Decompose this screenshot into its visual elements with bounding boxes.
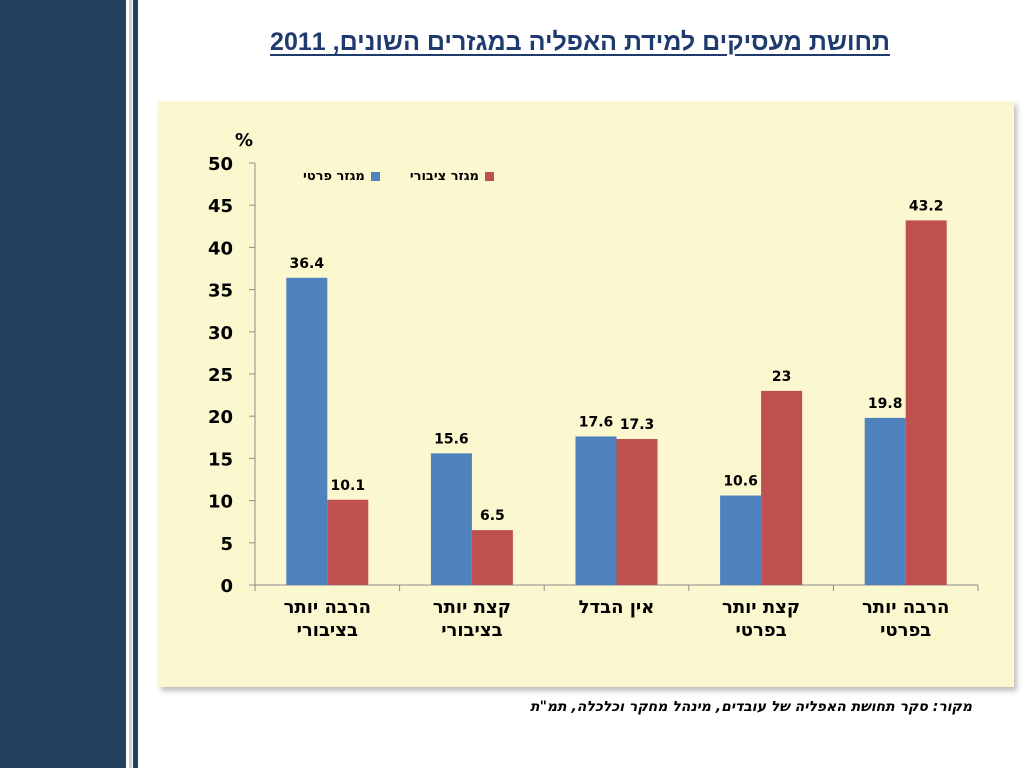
bar <box>761 390 803 585</box>
y-tick-label: 0 <box>220 576 233 597</box>
source-note: מקור: סקר תחושת האפליה של עובדים, מינהל … <box>530 699 972 715</box>
category-label: קצת יותר <box>722 597 800 618</box>
y-tick-label: 30 <box>208 323 233 344</box>
legend-item-public: מגזר ציבורי <box>410 169 494 184</box>
data-label: 17.3 <box>620 417 655 433</box>
category-label: בציבורי <box>441 620 502 641</box>
category-label: בפרטי <box>736 620 787 641</box>
y-tick-label: 25 <box>208 365 233 386</box>
bar <box>720 495 762 585</box>
legend-label-private: מגזר פרטי <box>303 168 365 184</box>
category-label: הרבה יותר <box>862 597 949 618</box>
bar <box>430 453 472 585</box>
bar <box>327 499 369 585</box>
y-tick-label: 10 <box>208 492 233 513</box>
side-divider <box>133 0 138 768</box>
legend-item-private: מגזר פרטי <box>303 169 380 184</box>
category-label: בפרטי <box>880 620 931 641</box>
category-label: בציבורי <box>297 620 358 641</box>
bar <box>905 220 947 585</box>
category-label: קצת יותר <box>433 597 511 618</box>
legend-label-public: מגזר ציבורי <box>409 168 479 184</box>
chart-legend: מגזר פרטי מגזר ציבורי <box>303 166 494 186</box>
chart-area: 0 5 10 15 20 25 30 35 40 45 50% 36.4 10.1 הרבה יותר בצ… <box>158 101 1014 687</box>
y-tick-label: 50 <box>208 154 233 175</box>
category-label: אין הבדל <box>579 597 655 618</box>
legend-swatch-private <box>370 171 380 181</box>
bar <box>616 438 658 585</box>
y-axis-label: % <box>235 130 253 151</box>
y-tick-label: 15 <box>208 449 233 470</box>
data-label: 15.6 <box>434 431 469 447</box>
side-panel <box>0 0 129 768</box>
y-tick-label: 45 <box>208 196 233 217</box>
bar <box>864 417 906 585</box>
y-tick-label: 35 <box>208 281 233 302</box>
y-tick-label: 40 <box>208 238 233 259</box>
bar <box>575 436 617 585</box>
y-tick-label: 5 <box>220 534 233 555</box>
category-label: הרבה יותר <box>284 597 371 618</box>
data-label: 6.5 <box>480 508 505 524</box>
data-label: 36.4 <box>290 256 325 272</box>
bar <box>471 530 513 585</box>
legend-swatch-public <box>484 171 494 181</box>
data-label: 17.6 <box>579 414 614 430</box>
bar <box>286 277 328 585</box>
data-label: 23 <box>772 369 791 385</box>
data-label: 10.1 <box>331 478 366 494</box>
y-tick-label: 20 <box>208 407 233 428</box>
slide-title: תחושת מעסיקים למידת האפליה במגזרים השוני… <box>270 28 890 56</box>
data-label: 19.8 <box>868 396 903 412</box>
data-label: 10.6 <box>723 474 758 490</box>
data-label: 43.2 <box>909 198 944 214</box>
